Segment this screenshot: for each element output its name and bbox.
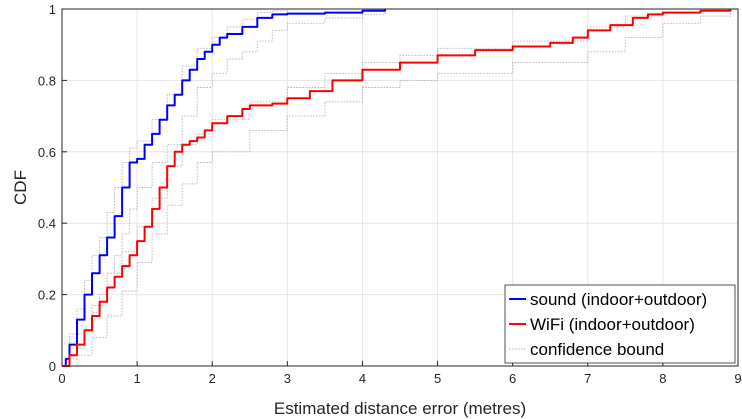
legend-label-2: WiFi (indoor+outdoor) (530, 315, 695, 334)
sound-cdf-line (62, 9, 386, 367)
x-tick-label: 7 (584, 371, 591, 386)
legend-box (504, 284, 736, 364)
x-tick-labels: 0 1 2 3 4 5 6 7 8 9 (58, 371, 741, 386)
y-tick-label: 0.4 (38, 216, 56, 231)
y-tick-label: 1 (49, 2, 56, 17)
series-layer (62, 8, 732, 367)
legend-label-3: confidence bound (530, 340, 664, 359)
y-axis-label: CDF (11, 170, 30, 205)
x-tick-label: 8 (659, 371, 666, 386)
x-tick-label: 1 (133, 371, 140, 386)
wifi-cdf-line (62, 9, 732, 367)
y-tick-label: 0.8 (38, 73, 56, 88)
x-tick-label: 9 (734, 371, 741, 386)
x-axis-label: Estimated distance error (metres) (274, 399, 526, 418)
x-tick-label: 2 (209, 371, 216, 386)
legend: sound (indoor+outdoor) WiFi (indoor+outdo… (504, 284, 736, 364)
plot-frame (61, 8, 739, 367)
legend-label-1: sound (indoor+outdoor) (530, 290, 707, 309)
y-tick-label: 0.6 (38, 145, 56, 160)
y-tick-labels: 0 0.2 0.4 0.6 0.8 1 (38, 2, 56, 374)
x-tick-label: 4 (359, 371, 366, 386)
x-tick-label: 6 (509, 371, 516, 386)
y-tick-label: 0 (49, 359, 56, 374)
x-tick-label: 3 (284, 371, 291, 386)
x-tick-label: 0 (58, 371, 65, 386)
confidence-bound-line-4 (62, 12, 731, 367)
x-tick-label: 5 (434, 371, 441, 386)
y-tick-label: 0.2 (38, 288, 56, 303)
